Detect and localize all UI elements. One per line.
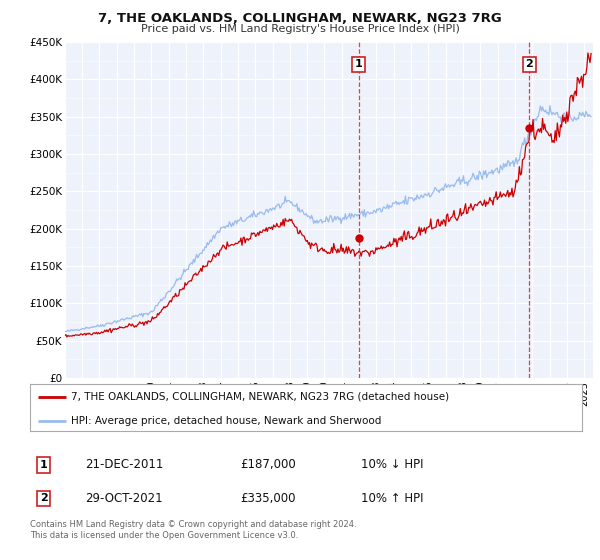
Text: £187,000: £187,000: [240, 458, 296, 472]
Text: Price paid vs. HM Land Registry's House Price Index (HPI): Price paid vs. HM Land Registry's House …: [140, 24, 460, 34]
Text: 2: 2: [40, 493, 47, 503]
Text: Contains HM Land Registry data © Crown copyright and database right 2024.
This d: Contains HM Land Registry data © Crown c…: [30, 520, 356, 540]
Text: 10% ↑ HPI: 10% ↑ HPI: [361, 492, 424, 505]
Text: 7, THE OAKLANDS, COLLINGHAM, NEWARK, NG23 7RG (detached house): 7, THE OAKLANDS, COLLINGHAM, NEWARK, NG2…: [71, 392, 449, 402]
Text: £335,000: £335,000: [240, 492, 295, 505]
Text: 21-DEC-2011: 21-DEC-2011: [85, 458, 164, 472]
Text: 2: 2: [526, 59, 533, 69]
Text: 7, THE OAKLANDS, COLLINGHAM, NEWARK, NG23 7RG: 7, THE OAKLANDS, COLLINGHAM, NEWARK, NG2…: [98, 12, 502, 25]
Text: HPI: Average price, detached house, Newark and Sherwood: HPI: Average price, detached house, Newa…: [71, 416, 382, 426]
Text: 29-OCT-2021: 29-OCT-2021: [85, 492, 163, 505]
Text: 1: 1: [40, 460, 47, 470]
Text: 1: 1: [355, 59, 362, 69]
Text: 10% ↓ HPI: 10% ↓ HPI: [361, 458, 424, 472]
